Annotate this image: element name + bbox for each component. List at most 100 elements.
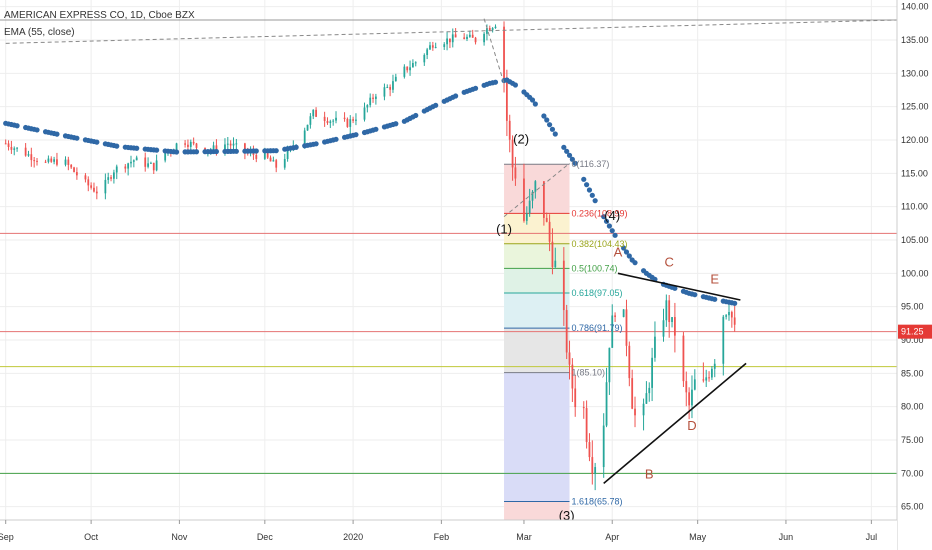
trendline — [603, 362, 747, 484]
ema-point — [529, 97, 536, 103]
candle-body — [303, 130, 306, 146]
ema-point — [193, 149, 200, 155]
candle-body — [7, 143, 10, 147]
ema-point — [313, 141, 319, 147]
candle-body — [662, 320, 665, 337]
candle-body — [124, 166, 127, 169]
x-tick-label: Nov — [171, 532, 188, 542]
fib-band — [504, 243, 570, 269]
candle-body — [625, 309, 628, 346]
candle-body — [104, 179, 107, 194]
horizontal-lines — [0, 19, 897, 474]
candle-body — [75, 172, 78, 176]
wave-label: E — [710, 271, 719, 286]
candle-body — [511, 139, 514, 168]
candle-body — [315, 109, 317, 117]
trendline — [5, 19, 898, 44]
ema-point — [546, 122, 553, 128]
x-tick-label: Oct — [84, 532, 99, 542]
ema-point — [609, 228, 615, 234]
candle-body — [722, 316, 725, 364]
candle-body — [525, 213, 528, 221]
candle-body — [488, 28, 491, 31]
candle-body — [494, 26, 497, 29]
wave-label: (2) — [513, 131, 529, 146]
candle-body — [312, 109, 315, 117]
y-tick-label: 140.00 — [901, 2, 929, 12]
candle-body — [366, 105, 369, 108]
candle-body — [531, 191, 534, 201]
ema-point — [612, 232, 618, 238]
candle-body — [548, 221, 551, 242]
candle-body — [30, 154, 33, 161]
ema-point — [253, 148, 259, 154]
ema-point — [34, 127, 40, 133]
candle-body — [349, 119, 352, 127]
candle-body — [634, 408, 636, 416]
candle-body — [449, 38, 451, 43]
ema-point — [54, 131, 60, 137]
fib-level-label: 0.5(100.74) — [572, 263, 618, 273]
candle-body — [705, 377, 708, 381]
ema-point — [273, 148, 279, 154]
candle-body — [323, 116, 326, 122]
candle-body — [403, 66, 406, 77]
candle-body — [588, 442, 591, 458]
candle-body — [175, 143, 178, 150]
y-tick-label: 65.00 — [901, 502, 924, 512]
candle-body — [733, 317, 736, 325]
candle-body — [107, 177, 110, 180]
ema-point — [413, 112, 419, 119]
ema-point — [472, 85, 479, 91]
fib-level-label: 0.382(104.43) — [572, 239, 628, 249]
wave-label: B — [645, 467, 654, 482]
candle-body — [471, 34, 474, 38]
ema-point — [566, 152, 573, 158]
candle-body — [36, 160, 38, 162]
candle-body — [152, 162, 155, 171]
candle-body — [164, 153, 167, 161]
candle-body — [135, 157, 138, 161]
candle-body — [113, 172, 115, 179]
fib-level-label: 1.618(65.78) — [572, 496, 623, 506]
candle-body — [10, 146, 13, 150]
x-tick-label: May — [689, 532, 707, 542]
x-tick-label: Apr — [605, 532, 619, 542]
candle-body — [212, 145, 215, 151]
ema-point — [581, 176, 587, 182]
candle-body — [514, 167, 517, 179]
candle-body — [90, 185, 93, 188]
wave-labels: (1) (2) (3) (4) A B C D E — [496, 131, 719, 523]
time-axis-bg — [0, 520, 897, 550]
candle-body — [582, 407, 585, 409]
wave-label: C — [664, 255, 673, 270]
candle-body — [64, 159, 67, 165]
candle-body — [483, 33, 485, 43]
candle-body — [184, 143, 186, 145]
ema-point — [373, 126, 379, 132]
y-tick-label: 135.00 — [901, 35, 929, 45]
candle-body — [195, 143, 198, 148]
candle-body — [406, 66, 409, 71]
candle-body — [70, 164, 73, 168]
ema-point — [333, 136, 339, 142]
fib-level-label: 1(85.10) — [572, 368, 606, 378]
candle-body — [713, 363, 716, 369]
candle-body — [369, 97, 372, 106]
candle-body — [602, 425, 605, 468]
y-tick-label: 115.00 — [901, 168, 928, 178]
ema-point — [603, 218, 610, 224]
y-tick-label: 75.00 — [901, 435, 924, 445]
ema-point — [692, 292, 698, 298]
wave-label: (3) — [559, 508, 575, 523]
candle-body — [454, 34, 457, 38]
candle-body — [283, 158, 286, 168]
candle-body — [486, 28, 488, 34]
candle-body — [423, 54, 426, 63]
ema-point — [532, 101, 538, 107]
candle-body — [409, 67, 411, 71]
fib-level-label: 0.236(108.99) — [572, 208, 628, 218]
candle-body — [229, 143, 232, 146]
candle-body — [192, 141, 195, 144]
